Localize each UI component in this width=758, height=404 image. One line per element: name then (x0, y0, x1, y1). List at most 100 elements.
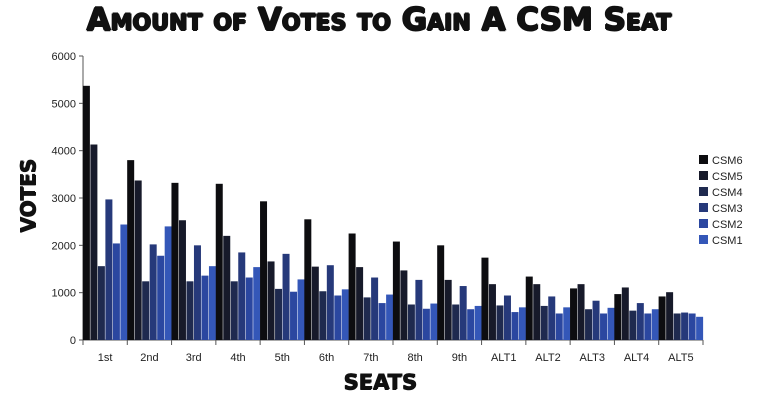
bar-csm5-alt3 (577, 284, 585, 340)
bar-csm4-3rd (186, 281, 194, 340)
legend-swatch-csm4 (699, 187, 708, 196)
x-axis-label: SEATS (343, 370, 417, 394)
bar-csm2-alt5 (688, 313, 696, 340)
bar-csm6-6th (304, 219, 312, 340)
bar-csm4-1st (97, 266, 105, 340)
bar-csm3-alt5 (681, 312, 689, 340)
bar-csm4-4th (230, 281, 238, 340)
legend-swatch-csm1 (699, 235, 708, 244)
bar-csm1-9th (474, 305, 482, 340)
bar-csm1-alt5 (696, 316, 704, 340)
bar-csm1-2nd (164, 226, 172, 340)
bar-csm4-alt1 (496, 305, 504, 340)
bar-csm6-5th (260, 201, 268, 340)
bar-csm5-alt4 (621, 287, 629, 340)
bar-csm3-7th (371, 277, 379, 340)
bar-csm6-alt5 (658, 296, 666, 340)
legend-label-csm1: CSM1 (712, 235, 743, 247)
y-tick-label: 4000 (52, 146, 76, 158)
bar-csm5-8th (400, 270, 408, 340)
bar-csm6-alt4 (614, 294, 622, 340)
bar-csm3-8th (415, 279, 423, 340)
bar-csm6-7th (348, 233, 356, 340)
bar-csm6-8th (392, 241, 400, 340)
bar-csm1-6th (341, 289, 349, 340)
x-tick-label: ALT2 (535, 352, 560, 364)
bar-csm3-2nd (149, 244, 157, 340)
bar-csm2-9th (467, 309, 475, 340)
bar-csm2-alt3 (600, 313, 608, 340)
bar-csm4-5th (275, 288, 283, 340)
bar-csm1-8th (430, 303, 438, 340)
bar-csm6-alt1 (481, 257, 489, 340)
bar-csm4-alt3 (585, 309, 593, 340)
bar-csm1-alt2 (563, 307, 571, 340)
chart-title: Amount of Votes to Gain A CSM Seat (86, 2, 672, 38)
bar-csm4-9th (452, 304, 460, 340)
bar-csm3-4th (238, 252, 246, 340)
bar-csm5-alt2 (533, 284, 541, 340)
bar-csm1-alt1 (518, 307, 526, 340)
bar-csm5-2nd (134, 180, 142, 340)
bar-csm2-8th (422, 308, 430, 340)
bar-csm4-6th (319, 291, 327, 340)
bar-csm3-alt3 (592, 300, 600, 340)
x-tick-label: ALT5 (668, 352, 693, 364)
bar-csm2-6th (334, 295, 342, 340)
legend-label-csm6: CSM6 (712, 155, 743, 167)
bar-csm5-7th (356, 267, 364, 340)
bar-csm2-alt2 (555, 313, 563, 340)
bar-csm6-9th (437, 245, 445, 340)
y-tick-label: 0 (70, 335, 76, 347)
bar-csm1-alt4 (651, 309, 659, 340)
bar-csm6-2nd (127, 160, 135, 340)
bar-csm2-4th (245, 277, 253, 340)
x-tick-label: 4th (230, 352, 245, 364)
x-tick-label: 7th (363, 352, 378, 364)
bar-csm1-4th (253, 267, 261, 340)
x-tick-label: ALT1 (491, 352, 516, 364)
bar-csm5-4th (223, 235, 231, 340)
bar-csm3-5th (282, 253, 290, 340)
bar-csm6-4th (215, 183, 223, 340)
x-tick-label: ALT4 (624, 352, 649, 364)
y-tick-label: 2000 (52, 240, 76, 252)
bar-csm2-2nd (157, 255, 165, 340)
bar-csm6-1st (82, 85, 90, 340)
bar-csm3-1st (105, 199, 113, 340)
bar-csm4-alt4 (629, 310, 637, 340)
x-tick-label: 3rd (186, 352, 202, 364)
bar-csm5-9th (444, 279, 452, 340)
bar-csm5-3rd (178, 220, 186, 340)
legend-swatch-csm2 (699, 219, 708, 228)
bar-csm5-6th (311, 266, 319, 340)
bar-csm3-6th (326, 265, 334, 340)
bar-csm6-3rd (171, 182, 179, 340)
bar-csm3-alt1 (503, 295, 511, 340)
bar-csm2-7th (378, 303, 386, 340)
bar-csm1-alt3 (607, 307, 615, 340)
bar-csm6-alt3 (570, 288, 578, 340)
bar-csm4-2nd (142, 281, 150, 340)
x-tick-label: 8th (407, 352, 422, 364)
y-tick-label: 3000 (52, 193, 76, 205)
bar-csm2-5th (290, 291, 298, 340)
legend-label-csm3: CSM3 (712, 203, 743, 215)
bar-csm2-alt1 (511, 312, 519, 340)
x-tick-label: 9th (452, 352, 467, 364)
bar-csm4-alt2 (540, 305, 548, 340)
legend-swatch-csm3 (699, 203, 708, 212)
bar-csm2-1st (112, 243, 120, 340)
x-tick-label: ALT3 (580, 352, 605, 364)
bar-csm2-3rd (201, 275, 209, 340)
y-tick-label: 6000 (52, 51, 76, 63)
bar-csm1-1st (120, 224, 128, 340)
bar-csm1-3rd (208, 266, 216, 340)
bar-csm5-5th (267, 261, 275, 340)
x-tick-label: 2nd (140, 352, 158, 364)
bar-csm2-alt4 (644, 313, 652, 340)
bar-csm5-1st (90, 144, 98, 340)
y-tick-label: 5000 (52, 98, 76, 110)
